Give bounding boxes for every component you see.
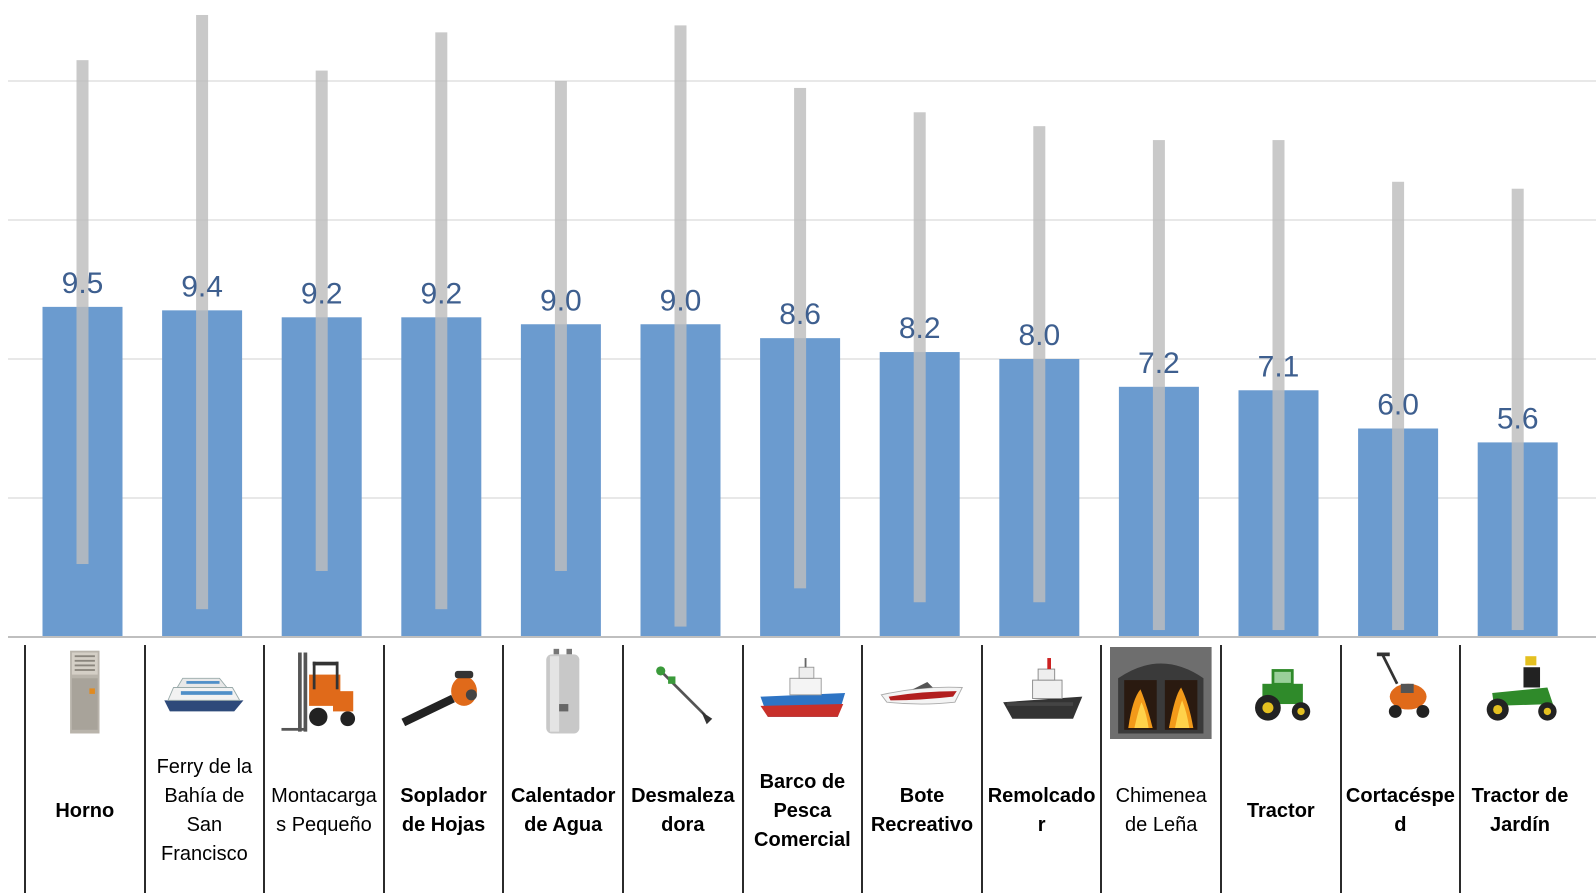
category-label: Montacarga s Pequeño: [271, 785, 377, 836]
category-divider: [980, 645, 983, 893]
fishing-boat-icon: [752, 647, 854, 739]
speedboat-icon: [871, 647, 973, 739]
category-cell: Calentador de Agua: [504, 645, 622, 893]
value-label: 9.0: [540, 284, 582, 317]
category-cell: Tractor: [1222, 645, 1340, 893]
range-bar: [674, 25, 687, 627]
category-label: Soplador de Hojas: [400, 785, 487, 836]
category-cell: Bote Recreativo: [863, 645, 981, 893]
category-divider: [24, 645, 26, 893]
water-heater-icon: [512, 647, 614, 739]
string-trimmer-icon: [632, 647, 734, 739]
value-label: 7.1: [1258, 350, 1300, 383]
category-label: Tractor: [1246, 799, 1315, 822]
category-label: Barco de Pesca Comercial: [754, 770, 851, 851]
range-bar: [794, 87, 807, 589]
category-label: Horno: [55, 799, 115, 822]
category-cell: Horno: [26, 645, 144, 893]
value-label: 6.0: [1377, 389, 1419, 422]
category-cell: Cortacéspe d: [1342, 645, 1460, 893]
category-cell: Montacarga s Pequeño: [265, 645, 383, 893]
category-label: Desmaleza dora: [631, 785, 735, 836]
value-label: 8.2: [899, 312, 941, 345]
category-cell: Tractor de Jardín: [1461, 645, 1579, 893]
range-bar: [1511, 188, 1524, 631]
category-label: Tractor de Jardín: [1471, 785, 1569, 836]
leaf-blower-icon: [393, 647, 495, 739]
category-cell: Barco de Pesca Comercial: [744, 645, 862, 893]
range-bar: [1392, 181, 1405, 631]
category-cell: Soplador de Hojas: [385, 645, 503, 893]
bar-chart: 9.5 9.4 9.2 9.2 9.0 9.0 8.6 8.2 8.0 7.2 7.1 6.0 5.6: [8, 14, 1596, 638]
category-label: Remolcado r: [987, 785, 1096, 836]
range-bar: [1033, 126, 1046, 603]
value-label: 8.6: [779, 298, 821, 331]
category-divider: [622, 645, 624, 893]
ferry-icon: [154, 647, 256, 739]
value-label: 9.4: [181, 270, 223, 303]
category-divider: [861, 645, 864, 893]
value-label: 8.0: [1018, 319, 1060, 352]
range-bar: [913, 112, 926, 603]
tractor-icon: [1230, 647, 1332, 739]
range-bars: [76, 14, 1524, 631]
category-cell: Ferry de la Bahía de San Francisco: [146, 645, 264, 893]
category-cell: Remolcado r: [983, 645, 1101, 893]
range-bar: [435, 32, 448, 610]
category-divider: [1100, 645, 1103, 893]
range-bar: [76, 60, 89, 565]
category-label: Ferry de la Bahía de San Francisco: [156, 756, 253, 865]
furnace-icon: [34, 647, 136, 739]
range-bar: [196, 14, 209, 610]
category-cell: Chimenea de Leña: [1102, 645, 1220, 893]
range-bar: [554, 81, 567, 571]
category-divider: [143, 645, 146, 893]
range-bar: [315, 70, 328, 571]
lawn-mower-icon: [1350, 647, 1452, 739]
category-divider: [741, 645, 744, 893]
value-label: 7.2: [1138, 347, 1180, 380]
garden-tractor-icon: [1469, 647, 1571, 739]
fireplace-icon: [1110, 647, 1212, 739]
category-divider: [1339, 645, 1342, 893]
value-label: 9.0: [660, 284, 702, 317]
value-labels: 9.5 9.4 9.2 9.2 9.0 9.0 8.6 8.2 8.0 7.2 7.1 6.0 5.6: [62, 267, 1539, 436]
category-label-row: Horno Ferry de la Bahía de San Francisco…: [0, 645, 1596, 893]
category-label: Calentador de Agua: [510, 785, 616, 836]
category-cell: Desmaleza dora: [624, 645, 742, 893]
category-divider: [502, 645, 505, 893]
range-bar: [1272, 140, 1285, 631]
category-label: Cortacéspe d: [1345, 785, 1455, 836]
range-bar: [1152, 140, 1165, 631]
category-divider: [1459, 645, 1462, 893]
category-label: Bote Recreativo: [870, 785, 974, 836]
value-label: 9.5: [62, 267, 104, 300]
value-label: 9.2: [301, 277, 343, 310]
tugboat-icon: [991, 647, 1093, 739]
value-label: 9.2: [420, 277, 462, 310]
category-divider: [382, 645, 385, 893]
forklift-icon: [273, 647, 375, 739]
category-divider: [263, 645, 266, 893]
category-label: Chimenea de Leña: [1115, 785, 1207, 836]
category-divider: [1220, 645, 1222, 893]
value-label: 5.6: [1497, 402, 1539, 435]
